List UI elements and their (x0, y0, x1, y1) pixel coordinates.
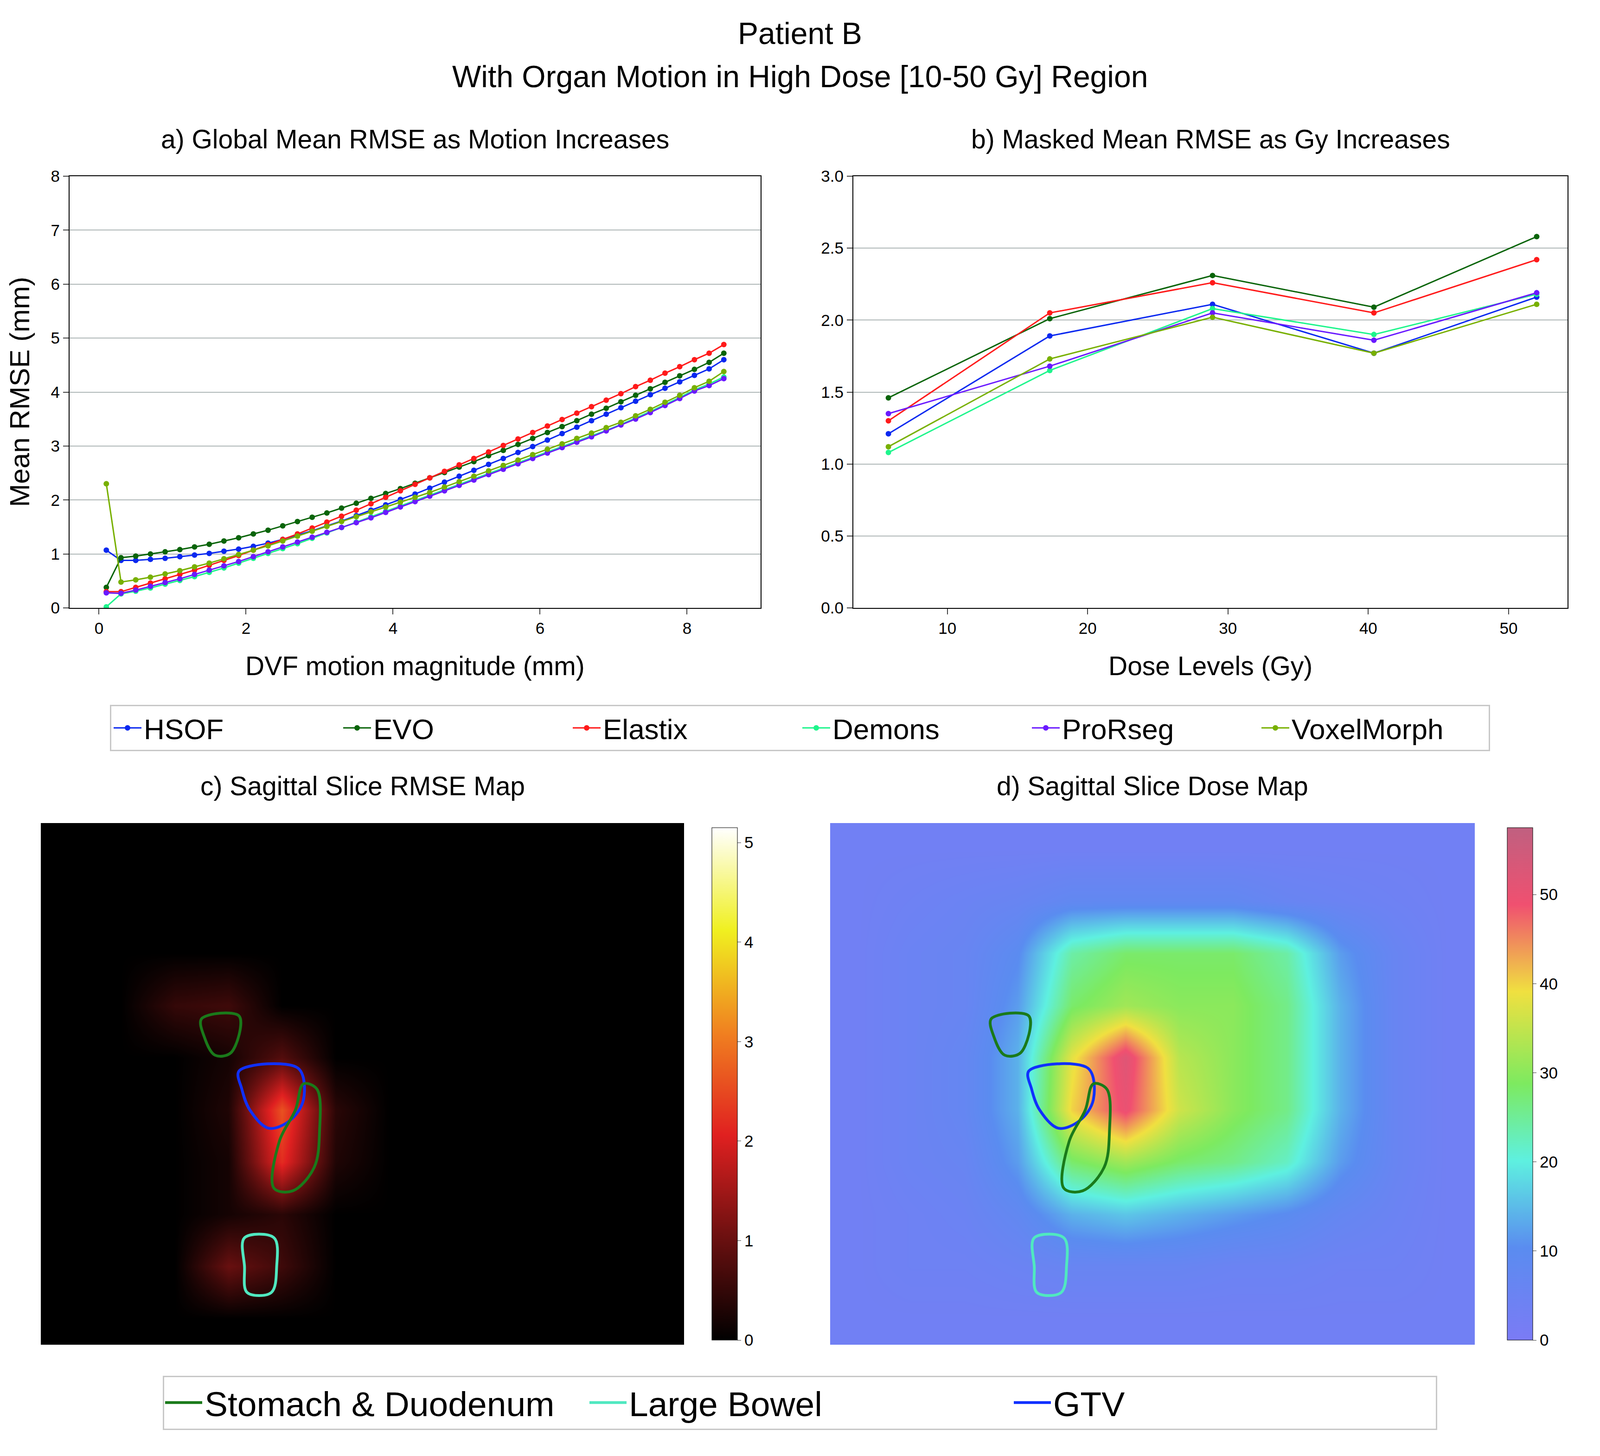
svg-text:8: 8 (51, 166, 60, 186)
svg-text:4: 4 (744, 933, 754, 952)
svg-text:Patient B: Patient B (737, 16, 863, 51)
svg-text:4: 4 (388, 619, 398, 638)
svg-text:6: 6 (535, 619, 545, 638)
svg-text:3.0: 3.0 (820, 166, 844, 186)
svg-text:Dose Levels (Gy): Dose Levels (Gy) (1108, 651, 1313, 681)
svg-text:10: 10 (938, 619, 957, 638)
svg-text:a) Global Mean RMSE as Motion: a) Global Mean RMSE as Motion Increases (160, 124, 670, 154)
svg-text:3: 3 (744, 1032, 754, 1051)
svg-text:GTV: GTV (1053, 1384, 1125, 1424)
svg-text:Elastix: Elastix (602, 713, 688, 746)
svg-text:50: 50 (1499, 619, 1518, 638)
svg-text:2: 2 (241, 619, 251, 638)
svg-text:2: 2 (51, 491, 60, 510)
svg-text:VoxelMorph: VoxelMorph (1291, 713, 1444, 746)
svg-text:Mean RMSE (mm): Mean RMSE (mm) (4, 276, 36, 508)
svg-text:0: 0 (1539, 1331, 1549, 1350)
svg-text:HSOF: HSOF (143, 713, 224, 746)
svg-text:b) Masked Mean RMSE as Gy Incr: b) Masked Mean RMSE as Gy Increases (971, 124, 1451, 154)
svg-text:7: 7 (51, 221, 60, 240)
svg-text:0: 0 (51, 598, 60, 617)
svg-text:c) Sagittal Slice RMSE Map: c) Sagittal Slice RMSE Map (200, 771, 525, 801)
svg-text:1: 1 (51, 544, 60, 564)
svg-text:2.0: 2.0 (820, 311, 844, 330)
svg-text:20: 20 (1078, 619, 1097, 638)
svg-text:0: 0 (94, 619, 104, 638)
svg-text:8: 8 (682, 619, 692, 638)
svg-text:5: 5 (51, 328, 60, 347)
svg-text:DVF motion magnitude (mm): DVF motion magnitude (mm) (245, 651, 585, 681)
svg-text:30: 30 (1218, 619, 1237, 638)
svg-text:1: 1 (744, 1231, 754, 1250)
svg-text:4: 4 (51, 383, 60, 402)
svg-text:2: 2 (744, 1132, 754, 1151)
svg-text:40: 40 (1359, 619, 1378, 638)
svg-text:0.5: 0.5 (820, 526, 844, 545)
svg-text:With Organ Motion in High Dose: With Organ Motion in High Dose [10-50 Gy… (452, 59, 1148, 94)
svg-text:40: 40 (1539, 974, 1558, 993)
svg-text:2.5: 2.5 (820, 238, 844, 257)
svg-text:1.0: 1.0 (820, 454, 844, 474)
svg-text:ProRseg: ProRseg (1062, 713, 1174, 746)
svg-text:20: 20 (1539, 1152, 1558, 1172)
svg-text:Large Bowel: Large Bowel (628, 1384, 823, 1424)
svg-text:EVO: EVO (373, 713, 435, 746)
svg-text:6: 6 (51, 275, 60, 294)
svg-text:0: 0 (744, 1331, 754, 1350)
svg-text:5: 5 (744, 833, 754, 852)
svg-text:Demons: Demons (832, 713, 940, 746)
svg-text:1.5: 1.5 (820, 383, 844, 402)
svg-text:d) Sagittal Slice Dose Map: d) Sagittal Slice Dose Map (996, 771, 1309, 801)
svg-text:50: 50 (1539, 885, 1558, 904)
svg-text:3: 3 (51, 436, 60, 455)
svg-text:10: 10 (1539, 1241, 1558, 1261)
svg-text:Stomach & Duodenum: Stomach & Duodenum (204, 1384, 555, 1424)
svg-text:0.0: 0.0 (820, 598, 844, 617)
svg-text:30: 30 (1539, 1063, 1558, 1082)
